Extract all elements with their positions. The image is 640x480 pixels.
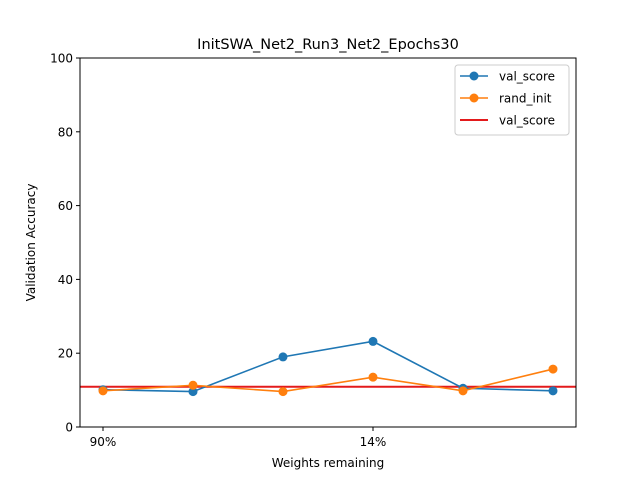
data-point-val_score (368, 336, 378, 346)
legend-label: val_score (499, 70, 555, 84)
x-axis: 90% 14% (90, 427, 387, 449)
y-tick-label: 20 (58, 347, 73, 361)
data-point-val_score (188, 387, 198, 397)
data-point-rand_init (98, 386, 108, 396)
data-point-rand_init (188, 380, 198, 390)
series-line-val_score (102, 340, 554, 393)
data-point-rand_init (458, 386, 468, 396)
y-tick-label: 60 (58, 199, 73, 213)
data-point-val_score (548, 386, 558, 396)
legend-label: rand_init (499, 92, 552, 106)
x-axis-label: Weights remaining (272, 456, 384, 470)
series-line-rand_init (102, 368, 554, 393)
y-tick-label: 40 (58, 273, 73, 287)
y-tick-label: 0 (65, 421, 73, 435)
chart-title: InitSWA_Net2_Run3_Net2_Epochs30 (197, 37, 459, 53)
data-point-val_score (278, 352, 288, 362)
legend-marker-rand_init (469, 93, 479, 103)
legend: val_score rand_init val_score (454, 64, 570, 136)
x-tick-label: 14% (360, 435, 387, 449)
data-point-rand_init (548, 364, 558, 374)
y-axis-label: Validation Accuracy (24, 184, 38, 302)
x-tick-label: 90% (90, 435, 117, 449)
y-tick-label: 80 (58, 125, 73, 139)
data-series (98, 336, 558, 397)
data-point-rand_init (278, 387, 288, 397)
legend-marker-val_score (469, 71, 479, 81)
legend-box (454, 64, 570, 136)
y-axis: 0 20 40 60 80 100 (50, 52, 80, 435)
data-point-rand_init (368, 372, 378, 382)
plot-frame (79, 57, 577, 428)
legend-label: val_score (499, 114, 555, 128)
y-tick-label: 100 (50, 52, 73, 66)
